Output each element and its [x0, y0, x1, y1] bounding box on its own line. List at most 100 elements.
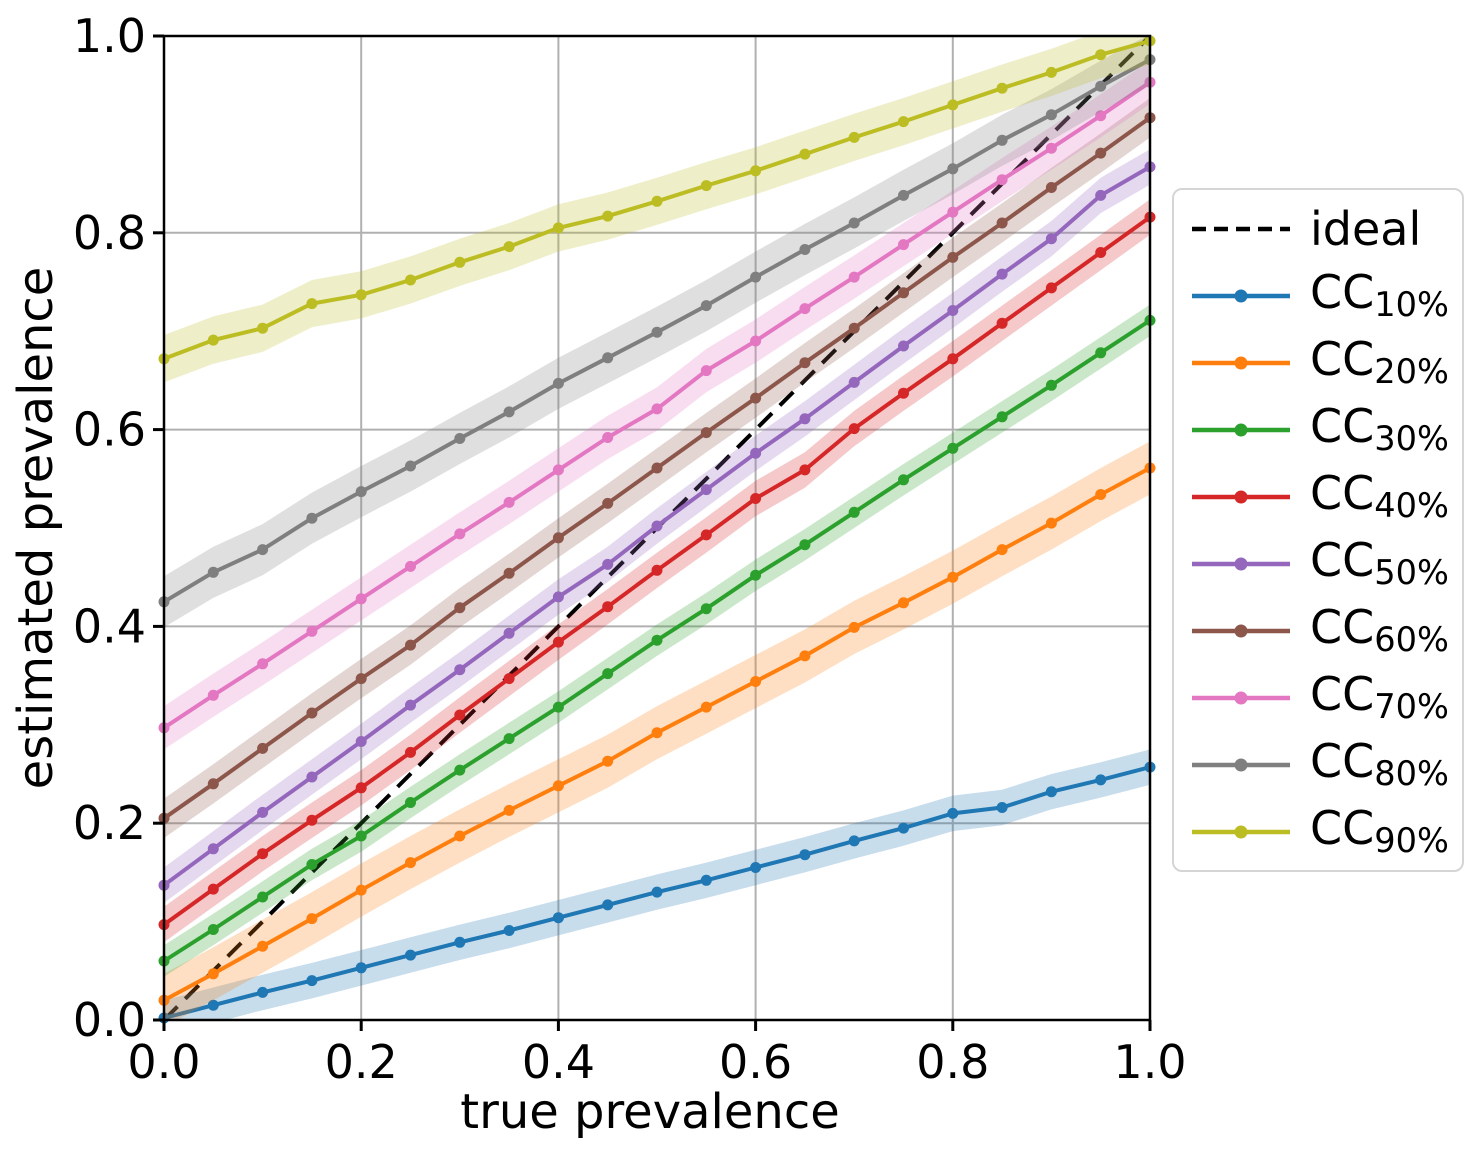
legend-sample-cc-10: [1192, 289, 1290, 302]
legend-label-cc-50: CC50%: [1310, 533, 1449, 593]
marker-cc-80: [848, 217, 860, 229]
marker-cc-90: [405, 274, 416, 286]
legend-sample-marker-cc-20: [1234, 356, 1248, 369]
marker-cc-20: [651, 727, 663, 739]
marker-cc-70: [552, 464, 564, 476]
marker-cc-30: [306, 859, 318, 870]
x-tick-label-0.2: 0.2: [325, 1035, 398, 1089]
marker-cc-70: [355, 593, 367, 605]
marker-cc-60: [552, 532, 564, 544]
marker-cc-50: [700, 484, 712, 496]
legend-item-cc-90: CC90%: [1174, 798, 1462, 865]
marker-cc-80: [651, 326, 663, 338]
marker-cc-60: [503, 567, 515, 579]
legend-sample-cc-20: [1192, 356, 1290, 369]
marker-cc-10: [306, 975, 318, 987]
legend-label-ideal: ideal: [1310, 201, 1422, 256]
marker-cc-70: [503, 496, 515, 508]
marker-cc-20: [503, 804, 515, 816]
legend-sample-marker-cc-70: [1234, 691, 1248, 704]
marker-cc-30: [651, 634, 663, 646]
series-markers-cc-60: [158, 112, 1156, 824]
marker-cc-70: [1095, 110, 1107, 122]
marker-cc-60: [651, 462, 663, 474]
marker-cc-40: [207, 883, 219, 895]
x-tick-label-1.0: 1.0: [1113, 1035, 1186, 1089]
marker-cc-50: [799, 413, 811, 425]
marker-cc-80: [750, 271, 762, 283]
marker-cc-70: [996, 174, 1008, 186]
marker-cc-40: [306, 814, 318, 826]
marker-cc-30: [552, 701, 564, 713]
x-axis-label: true prevalence: [460, 1084, 840, 1140]
y-tick-label-0.4: 0.4: [73, 599, 146, 653]
marker-cc-50: [1045, 233, 1057, 245]
marker-cc-10: [257, 986, 269, 998]
marker-cc-70: [799, 303, 811, 315]
legend-sample-cc-70: [1192, 691, 1290, 704]
marker-cc-60: [898, 287, 909, 299]
axes-spines: [162, 34, 1152, 1022]
marker-cc-50: [207, 843, 219, 855]
marker-cc-50: [355, 736, 367, 747]
legend-label-cc-70: CC70%: [1310, 667, 1449, 727]
marker-cc-10: [503, 925, 515, 936]
marker-cc-10: [1045, 786, 1057, 798]
x-tick-label-0.4: 0.4: [522, 1035, 595, 1089]
marker-cc-20: [947, 571, 959, 583]
legend-sample-marker-cc-40: [1234, 490, 1248, 503]
marker-cc-10: [207, 999, 219, 1011]
marker-cc-70: [700, 365, 712, 377]
legend-sample-marker-cc-10: [1234, 289, 1248, 302]
legend-label-cc-30: CC30%: [1310, 399, 1449, 459]
marker-cc-10: [355, 962, 367, 974]
marker-cc-20: [848, 621, 860, 633]
marker-cc-80: [602, 352, 614, 364]
marker-cc-90: [848, 131, 860, 143]
marker-cc-70: [898, 239, 909, 251]
marker-cc-10: [1095, 774, 1107, 786]
marker-cc-30: [700, 603, 712, 615]
marker-cc-60: [602, 497, 614, 509]
marker-cc-60: [947, 251, 959, 263]
marker-cc-10: [799, 849, 811, 861]
series-markers-cc-50: [158, 161, 1156, 891]
marker-cc-80: [799, 244, 811, 255]
marker-cc-30: [405, 797, 416, 808]
marker-cc-20: [700, 701, 712, 713]
marker-cc-20: [996, 544, 1008, 556]
marker-cc-10: [454, 936, 466, 948]
legend-label-cc-40: CC40%: [1310, 466, 1449, 526]
marker-cc-10: [552, 912, 564, 924]
marker-cc-60: [454, 602, 466, 614]
marker-cc-70: [1045, 142, 1057, 154]
marker-cc-70: [454, 528, 466, 540]
marker-cc-50: [306, 771, 318, 783]
marker-cc-30: [503, 733, 515, 745]
marker-cc-40: [700, 529, 712, 541]
marker-cc-20: [552, 780, 564, 792]
marker-cc-50: [602, 558, 614, 570]
marker-cc-90: [602, 210, 614, 222]
legend-sample-cc-40: [1192, 490, 1290, 503]
marker-cc-10: [651, 886, 663, 898]
marker-cc-20: [454, 830, 466, 842]
legend-item-cc-50: CC50%: [1174, 530, 1462, 597]
marker-cc-80: [700, 300, 712, 312]
marker-cc-90: [355, 289, 367, 301]
marker-cc-40: [651, 564, 663, 576]
legend-item-ideal: ideal: [1174, 195, 1462, 262]
marker-cc-60: [207, 778, 219, 790]
marker-cc-50: [947, 305, 959, 316]
marker-cc-60: [355, 673, 367, 685]
marker-cc-60: [848, 322, 860, 334]
marker-cc-90: [700, 180, 712, 192]
marker-cc-30: [750, 569, 762, 581]
marker-cc-90: [503, 241, 515, 253]
marker-cc-50: [552, 591, 564, 603]
marker-cc-80: [207, 566, 219, 578]
marker-cc-20: [257, 940, 269, 952]
marker-cc-40: [503, 673, 515, 685]
marker-cc-20: [602, 755, 614, 767]
marker-cc-80: [306, 512, 318, 524]
